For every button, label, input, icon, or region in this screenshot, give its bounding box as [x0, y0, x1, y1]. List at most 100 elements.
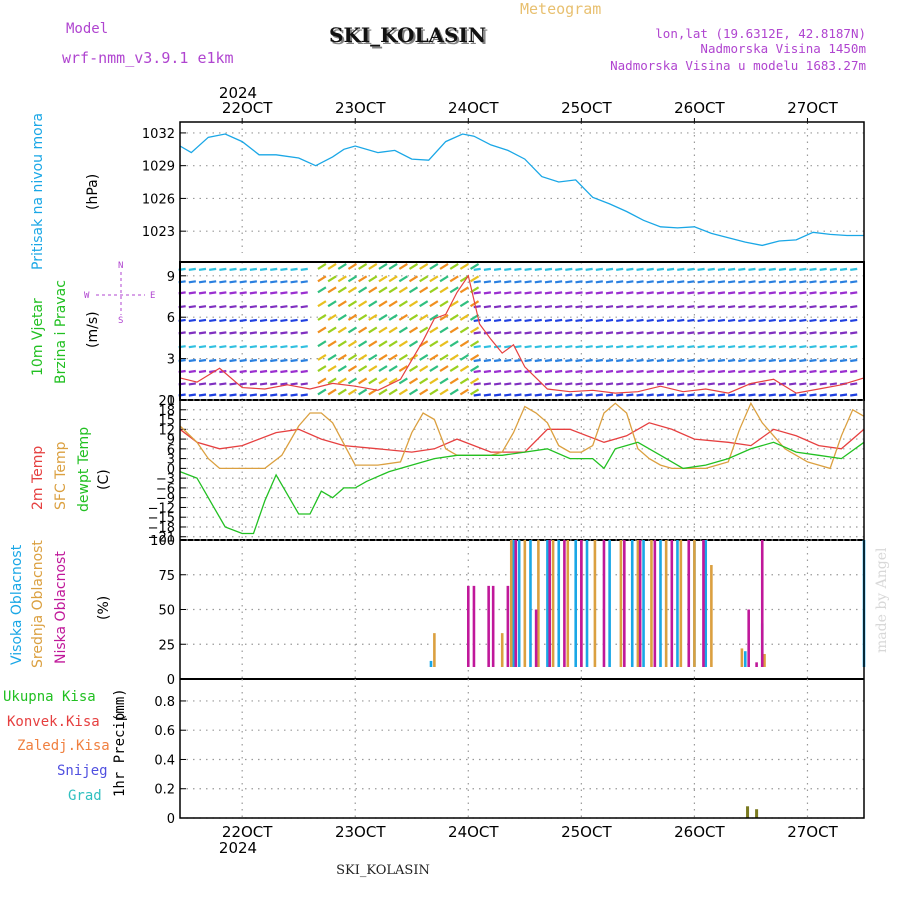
wind-arrow	[473, 280, 481, 284]
wind-arrow	[317, 354, 327, 361]
wind-arrow	[575, 331, 583, 335]
wind-arrow	[626, 318, 634, 323]
cloud-bar	[630, 540, 634, 667]
dewpt-label: dewpt Temp	[76, 427, 92, 512]
precip-ylabel: 1hr Precip	[112, 713, 128, 797]
wind-arrow	[554, 369, 563, 374]
wind-arrow	[595, 267, 603, 271]
wind-arrow	[727, 267, 736, 271]
wind-arrow	[595, 305, 603, 309]
wind-arrow	[229, 331, 237, 335]
wind-arrow	[748, 345, 756, 349]
wind-arrow	[439, 300, 449, 308]
wind-arrow	[493, 331, 502, 335]
wind-arrow	[504, 345, 512, 349]
wind-arrow	[514, 331, 522, 335]
wind-arrow	[300, 267, 308, 271]
wind-arrow	[758, 305, 766, 309]
wind-arrow	[219, 345, 227, 349]
cloud-bar	[593, 540, 597, 667]
wind-arrow	[388, 275, 398, 283]
wind-arrow	[575, 291, 583, 295]
wind-arrow	[473, 393, 481, 397]
wind-arrow	[198, 280, 207, 284]
wind-arrow	[616, 369, 624, 374]
wind-arrow	[419, 262, 429, 270]
wind-arrow	[188, 318, 196, 323]
wind-arrow	[809, 305, 817, 309]
wind-arrow	[347, 286, 358, 294]
wind-arrow	[219, 267, 227, 271]
cloud-bar	[466, 585, 470, 667]
temp-ytick-label: −21	[148, 531, 175, 546]
cloud-bar	[747, 609, 750, 667]
wind-arrow	[398, 388, 408, 396]
wind-arrow	[290, 305, 298, 309]
precip-ytick-label: 0.6	[154, 724, 175, 739]
wind-arrow	[327, 286, 337, 294]
wind-arrow	[459, 286, 469, 294]
pressure-unit: (hPa)	[85, 174, 101, 210]
wind-speed-line	[179, 274, 865, 394]
wind-arrow	[768, 382, 776, 386]
wind-arrow	[677, 382, 685, 386]
wind-arrow	[368, 377, 378, 385]
wind-arrow	[707, 318, 715, 323]
wind-arrow	[290, 369, 298, 374]
wind-arrow	[656, 345, 665, 349]
wind-arrow	[565, 331, 573, 335]
wind-arrow	[544, 331, 553, 335]
wind-arrow	[687, 358, 695, 363]
wind-arrow	[616, 267, 624, 271]
wind-arrow	[280, 393, 288, 397]
wind-arrow	[554, 393, 563, 397]
wind-arrow	[656, 280, 665, 284]
wind-arrow	[544, 393, 553, 397]
top-day-label: 26OCT	[674, 99, 725, 117]
wind-arrow	[317, 365, 327, 372]
wind-arrow	[300, 369, 308, 374]
wind-arrow	[789, 393, 797, 397]
wind-arrow	[585, 291, 593, 295]
wind-arrow	[290, 267, 298, 271]
wind-arrow	[687, 305, 695, 309]
wind-arrow	[697, 358, 705, 363]
wind-arrow	[809, 393, 817, 397]
wind-arrow	[358, 388, 368, 396]
cloud-unit: (%)	[96, 596, 112, 620]
temp-labels: 2m Temp SFC Temp dewpt Temp (C)	[30, 427, 112, 512]
pressure-ytick-label: 1032	[142, 127, 175, 142]
wind-arrow	[337, 326, 347, 334]
temp-ytick-label: −18	[148, 521, 175, 536]
wind-arrow	[398, 314, 408, 321]
wind-arrow	[188, 331, 196, 335]
wind-arrow	[514, 345, 522, 349]
wind-arrow	[259, 291, 268, 295]
wind-arrow	[707, 369, 715, 374]
bottom-year-label: 2024	[219, 839, 257, 857]
temp-ytick-label: 21	[158, 394, 175, 409]
temp-ytick-label: 6	[167, 443, 175, 458]
wind-arrow	[697, 267, 705, 271]
wind-arrow	[493, 280, 502, 284]
wind-arrow	[616, 331, 624, 335]
wind-label-2: Brzina i Pravac	[53, 280, 69, 384]
wind-arrow	[554, 331, 563, 335]
wind-arrow	[249, 331, 258, 335]
wind-arrow	[388, 314, 398, 321]
wind-arrow	[429, 300, 439, 308]
wind-arrow	[429, 365, 439, 372]
wind-arrow	[249, 291, 258, 295]
wind-arrow	[697, 393, 705, 397]
wind-arrow	[738, 291, 746, 295]
wind-arrow	[789, 291, 797, 295]
wind-arrow	[707, 331, 715, 335]
cloud-bar	[693, 540, 696, 667]
wind-arrow	[317, 262, 327, 270]
wind-arrow	[799, 369, 807, 374]
wind-arrow	[839, 393, 848, 397]
wind-arrow	[327, 354, 337, 361]
wind-arrow	[259, 318, 268, 323]
cloud-bar	[506, 585, 510, 667]
wind-arrow	[819, 280, 827, 284]
